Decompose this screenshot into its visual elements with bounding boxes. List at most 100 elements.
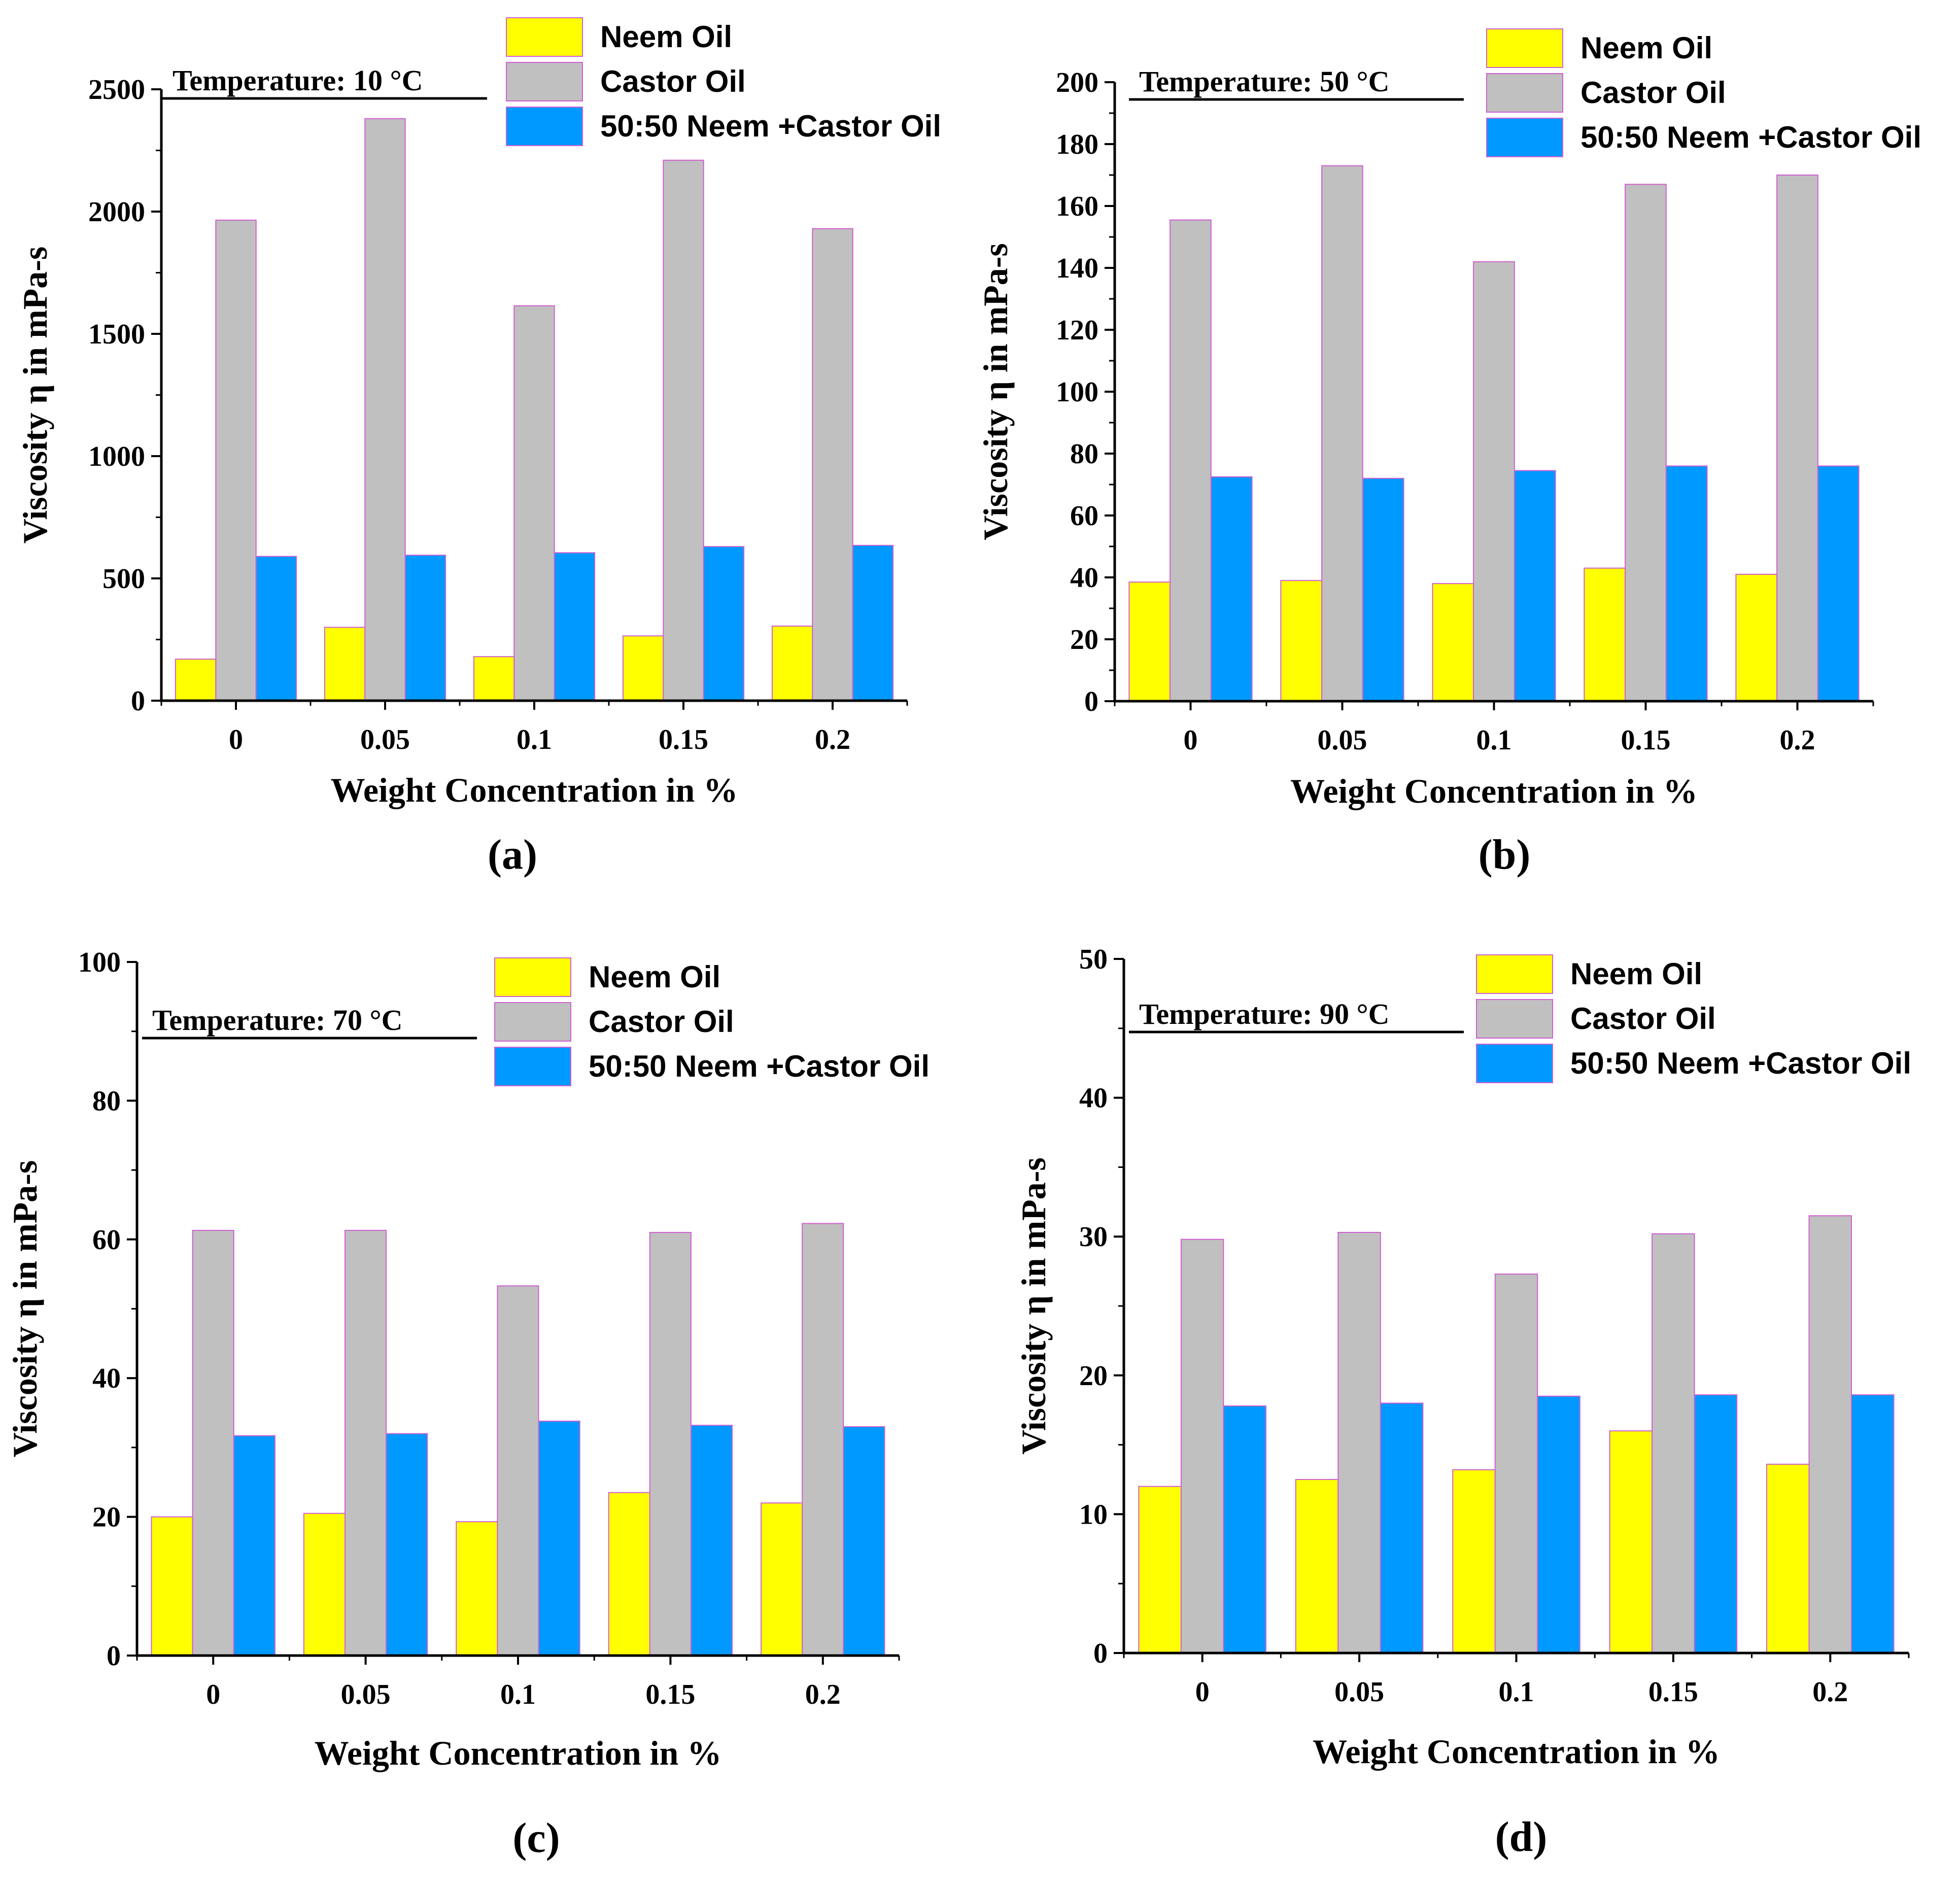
bar-blend-0.15: [691, 1425, 733, 1656]
y-tick-label: 160: [1056, 191, 1098, 222]
legend-label-blend: 50:50 Neem +Castor Oil: [1580, 120, 1921, 154]
bar-blend-0.2: [1851, 1394, 1895, 1654]
bar-blend-0.1: [1514, 470, 1556, 702]
bar-neem-0: [175, 659, 217, 701]
panel-label: (d): [1495, 1813, 1548, 1861]
y-tick-label: 200: [1056, 67, 1098, 98]
bar-castor-0.15: [663, 159, 704, 701]
temperature-label: Temperature: 50 °C: [1139, 65, 1390, 98]
x-tick-label: 0.05: [1334, 1676, 1384, 1708]
legend-swatch-castor: [506, 62, 583, 101]
legend: Neem Oil Castor Oil 50:50 Neem +Castor Oil: [1476, 954, 1911, 1083]
bar-castor-0.05: [1337, 1232, 1381, 1654]
x-tick-label: 0.15: [645, 1679, 695, 1710]
bar-castor-0.1: [1494, 1274, 1538, 1654]
bar-blend-0.1: [538, 1421, 580, 1656]
y-tick-label: 100: [1056, 376, 1098, 408]
bar-castor-0.1: [513, 305, 555, 701]
panel-label: (a): [488, 831, 537, 878]
bar-castor-0.15: [649, 1232, 692, 1657]
y-axis-title: Viscosity η in mPa-s: [16, 247, 54, 544]
bar-blend-0: [1210, 476, 1253, 702]
bar-blend-0.2: [843, 1426, 885, 1656]
bar-blend-0.2: [852, 544, 894, 702]
y-tick-label: 60: [1070, 500, 1098, 532]
legend-swatch-castor: [494, 1002, 571, 1042]
bar-castor-0.2: [802, 1223, 844, 1656]
legend-label-neem: Neem Oil: [600, 20, 732, 54]
chart-panel-c: 0 0.05 0.1 0.15 0.2 0 20 40 60 80 100 Viscosity η i…: [6, 947, 930, 1862]
bar-castor-0.1: [1473, 261, 1515, 702]
legend-swatch-neem: [506, 17, 583, 57]
bar-castor-0: [1180, 1238, 1224, 1654]
bar-castor-0.2: [812, 228, 853, 701]
panel-label: (c): [512, 1814, 560, 1862]
y-tick-label: 0: [131, 685, 145, 717]
bar-castor-0.15: [1625, 184, 1667, 702]
y-tick-label: 20: [92, 1502, 121, 1533]
bar-neem-0.2: [1766, 1463, 1810, 1654]
legend-label-castor: Castor Oil: [1580, 76, 1726, 110]
bar-castor-0.15: [1652, 1233, 1695, 1654]
bar-castor-0.2: [1808, 1215, 1852, 1654]
legend-swatch-blend: [506, 107, 583, 146]
bar-neem-0.05: [324, 627, 366, 702]
bar-neem-0.1: [1452, 1469, 1496, 1654]
legend-swatch-neem: [494, 957, 571, 997]
bar-blend-0.15: [703, 546, 745, 702]
x-tick-label: 0.15: [1621, 725, 1671, 756]
y-tick-label: 50: [1079, 944, 1108, 975]
panel-label: (b): [1478, 831, 1531, 878]
legend: Neem Oil Castor Oil 50:50 Neem +Castor Oil: [506, 17, 941, 146]
bar-neem-0.05: [1280, 580, 1323, 702]
bar-castor-0: [215, 219, 257, 701]
bar-neem-0.2: [1735, 573, 1778, 702]
legend-swatch-neem: [1486, 28, 1563, 68]
x-tick-label: 0.05: [341, 1679, 391, 1710]
legend-label-castor: Castor Oil: [589, 1005, 734, 1039]
y-axis-title: Viscosity η in mPa-s: [1014, 1157, 1053, 1455]
x-tick-label: 0.2: [1812, 1676, 1848, 1708]
bar-blend-0.05: [386, 1433, 428, 1657]
y-tick-label: 10: [1079, 1499, 1108, 1530]
bar-neem-0: [1128, 581, 1171, 702]
legend-label-castor: Castor Oil: [1570, 1002, 1716, 1036]
x-tick-label: 0.1: [517, 724, 552, 755]
bar-blend-0.05: [1362, 477, 1404, 702]
y-tick-label: 60: [92, 1224, 121, 1256]
x-tick-label: 0.1: [1499, 1676, 1534, 1708]
y-tick-label: 0: [1084, 686, 1098, 717]
y-tick-label: 40: [1070, 562, 1098, 594]
bar-blend-0.2: [1817, 465, 1860, 702]
y-tick-label: 80: [92, 1085, 121, 1117]
y-tick-label: 140: [1056, 253, 1098, 284]
y-tick-label: 500: [102, 563, 145, 595]
y-tick-label: 0: [1093, 1638, 1108, 1669]
legend-swatch-castor: [1486, 73, 1563, 113]
y-tick-label: 80: [1070, 438, 1098, 470]
y-axis-title: Viscosity η in mPa-s: [976, 243, 1015, 540]
bar-castor-0: [192, 1230, 234, 1656]
temperature-label: Temperature: 90 °C: [1139, 997, 1390, 1030]
y-tick-label: 120: [1056, 315, 1098, 346]
y-tick-label: 2000: [88, 196, 145, 228]
y-tick-label: 180: [1056, 129, 1098, 160]
x-tick-label: 0.15: [1648, 1676, 1698, 1708]
bar-blend-0: [255, 556, 297, 701]
x-tick-label: 0: [1195, 1676, 1210, 1708]
bar-neem-0.15: [608, 1492, 650, 1657]
x-tick-label: 0.05: [360, 724, 410, 755]
bar-castor-0.05: [1321, 165, 1363, 702]
legend-label-neem: Neem Oil: [589, 960, 720, 994]
bar-castor-0.2: [1776, 175, 1818, 702]
bar-blend-0.1: [1537, 1395, 1580, 1654]
x-axis-title: Weight Concentration in %: [1290, 772, 1698, 810]
bar-neem-0: [1138, 1486, 1182, 1654]
legend-swatch-blend: [1476, 1044, 1553, 1083]
x-axis-title: Weight Concentration in %: [331, 771, 738, 809]
y-tick-label: 1500: [88, 319, 145, 350]
bar-neem-0.1: [473, 656, 515, 701]
legend-swatch-castor: [1476, 999, 1553, 1039]
bar-blend-0: [233, 1435, 276, 1656]
